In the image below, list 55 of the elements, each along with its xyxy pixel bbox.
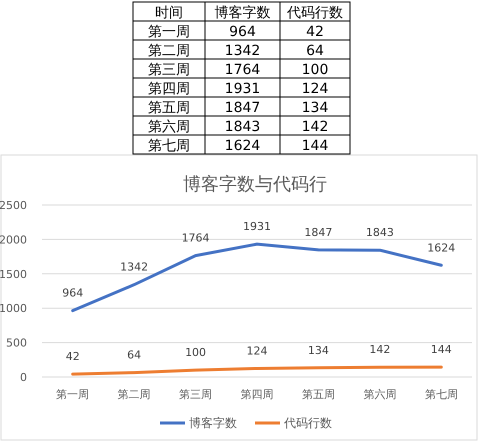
data-label: 142 [302, 119, 328, 135]
data-label: 124 [246, 344, 268, 358]
data-label: 964 [62, 286, 84, 300]
category-label: 第六周 [148, 119, 190, 135]
legend-label: 博客字数 [214, 5, 270, 21]
data-label: 1847 [224, 100, 260, 116]
x-tick-label: 第五周 [302, 388, 335, 401]
category-label: 第三周 [148, 62, 190, 78]
category-label: 第一周 [148, 24, 190, 40]
text: 时间 [155, 5, 183, 21]
data-label: 1624 [224, 138, 260, 154]
data-label: 64 [127, 348, 142, 362]
chart-title: 博客字数与代码行 [183, 174, 327, 195]
data-label: 1843 [366, 226, 394, 240]
x-tick-label: 第一周 [56, 388, 90, 401]
category-label: 第七周 [148, 138, 190, 154]
y-tick-label: 2000 [0, 233, 27, 246]
data-label: 1931 [243, 220, 271, 234]
line-series [71, 366, 443, 376]
y-tick-label: 1500 [0, 268, 27, 281]
data-label: 134 [302, 100, 328, 116]
category-label: 第四周 [148, 81, 190, 97]
y-tick-label: 0 [20, 371, 27, 384]
data-label: 1624 [427, 241, 456, 254]
data-label: 142 [369, 343, 390, 356]
data-label: 1847 [304, 226, 332, 239]
legend-label: 博客字数 [189, 416, 237, 430]
data-label: 100 [185, 346, 206, 360]
data-label: 1342 [120, 260, 148, 274]
category-label: 第五周 [148, 100, 190, 116]
data-label: 144 [430, 343, 452, 356]
data-label: 1764 [182, 232, 210, 245]
data-label: 964 [229, 24, 256, 40]
data-label: 1764 [224, 62, 260, 78]
data-label: 1931 [224, 81, 260, 97]
y-tick-label: 2500 [0, 199, 27, 212]
data-label: 134 [308, 344, 329, 357]
x-tick-label: 第三周 [179, 388, 212, 401]
x-tick-label: 第六周 [363, 388, 396, 401]
y-tick-label: 500 [6, 336, 27, 350]
data-label: 64 [306, 43, 324, 59]
data-label: 42 [306, 24, 324, 40]
data-label: 1342 [224, 43, 260, 59]
legend-label: 代码行数 [283, 416, 332, 430]
x-tick-label: 第七周 [424, 388, 458, 401]
data-label: 124 [302, 81, 328, 97]
category-label: 第二周 [148, 43, 190, 59]
data-label: 42 [66, 350, 80, 364]
text: 代码行数 [286, 5, 343, 21]
data-label: 144 [302, 138, 328, 154]
y-tick-label: 1000 [0, 302, 27, 316]
data-label: 1843 [224, 119, 260, 135]
data-label: 100 [302, 62, 328, 78]
x-tick-label: 第四周 [240, 388, 274, 401]
x-tick-label: 第二周 [118, 388, 151, 401]
